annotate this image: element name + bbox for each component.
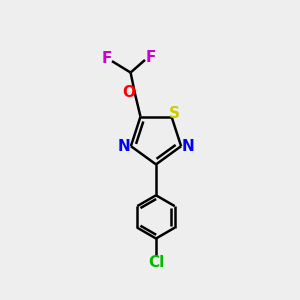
Text: S: S: [168, 106, 179, 121]
Text: F: F: [145, 50, 156, 65]
Text: Cl: Cl: [148, 255, 164, 270]
Text: O: O: [122, 85, 135, 100]
Text: N: N: [118, 139, 131, 154]
Text: F: F: [101, 51, 112, 66]
Text: N: N: [181, 139, 194, 154]
